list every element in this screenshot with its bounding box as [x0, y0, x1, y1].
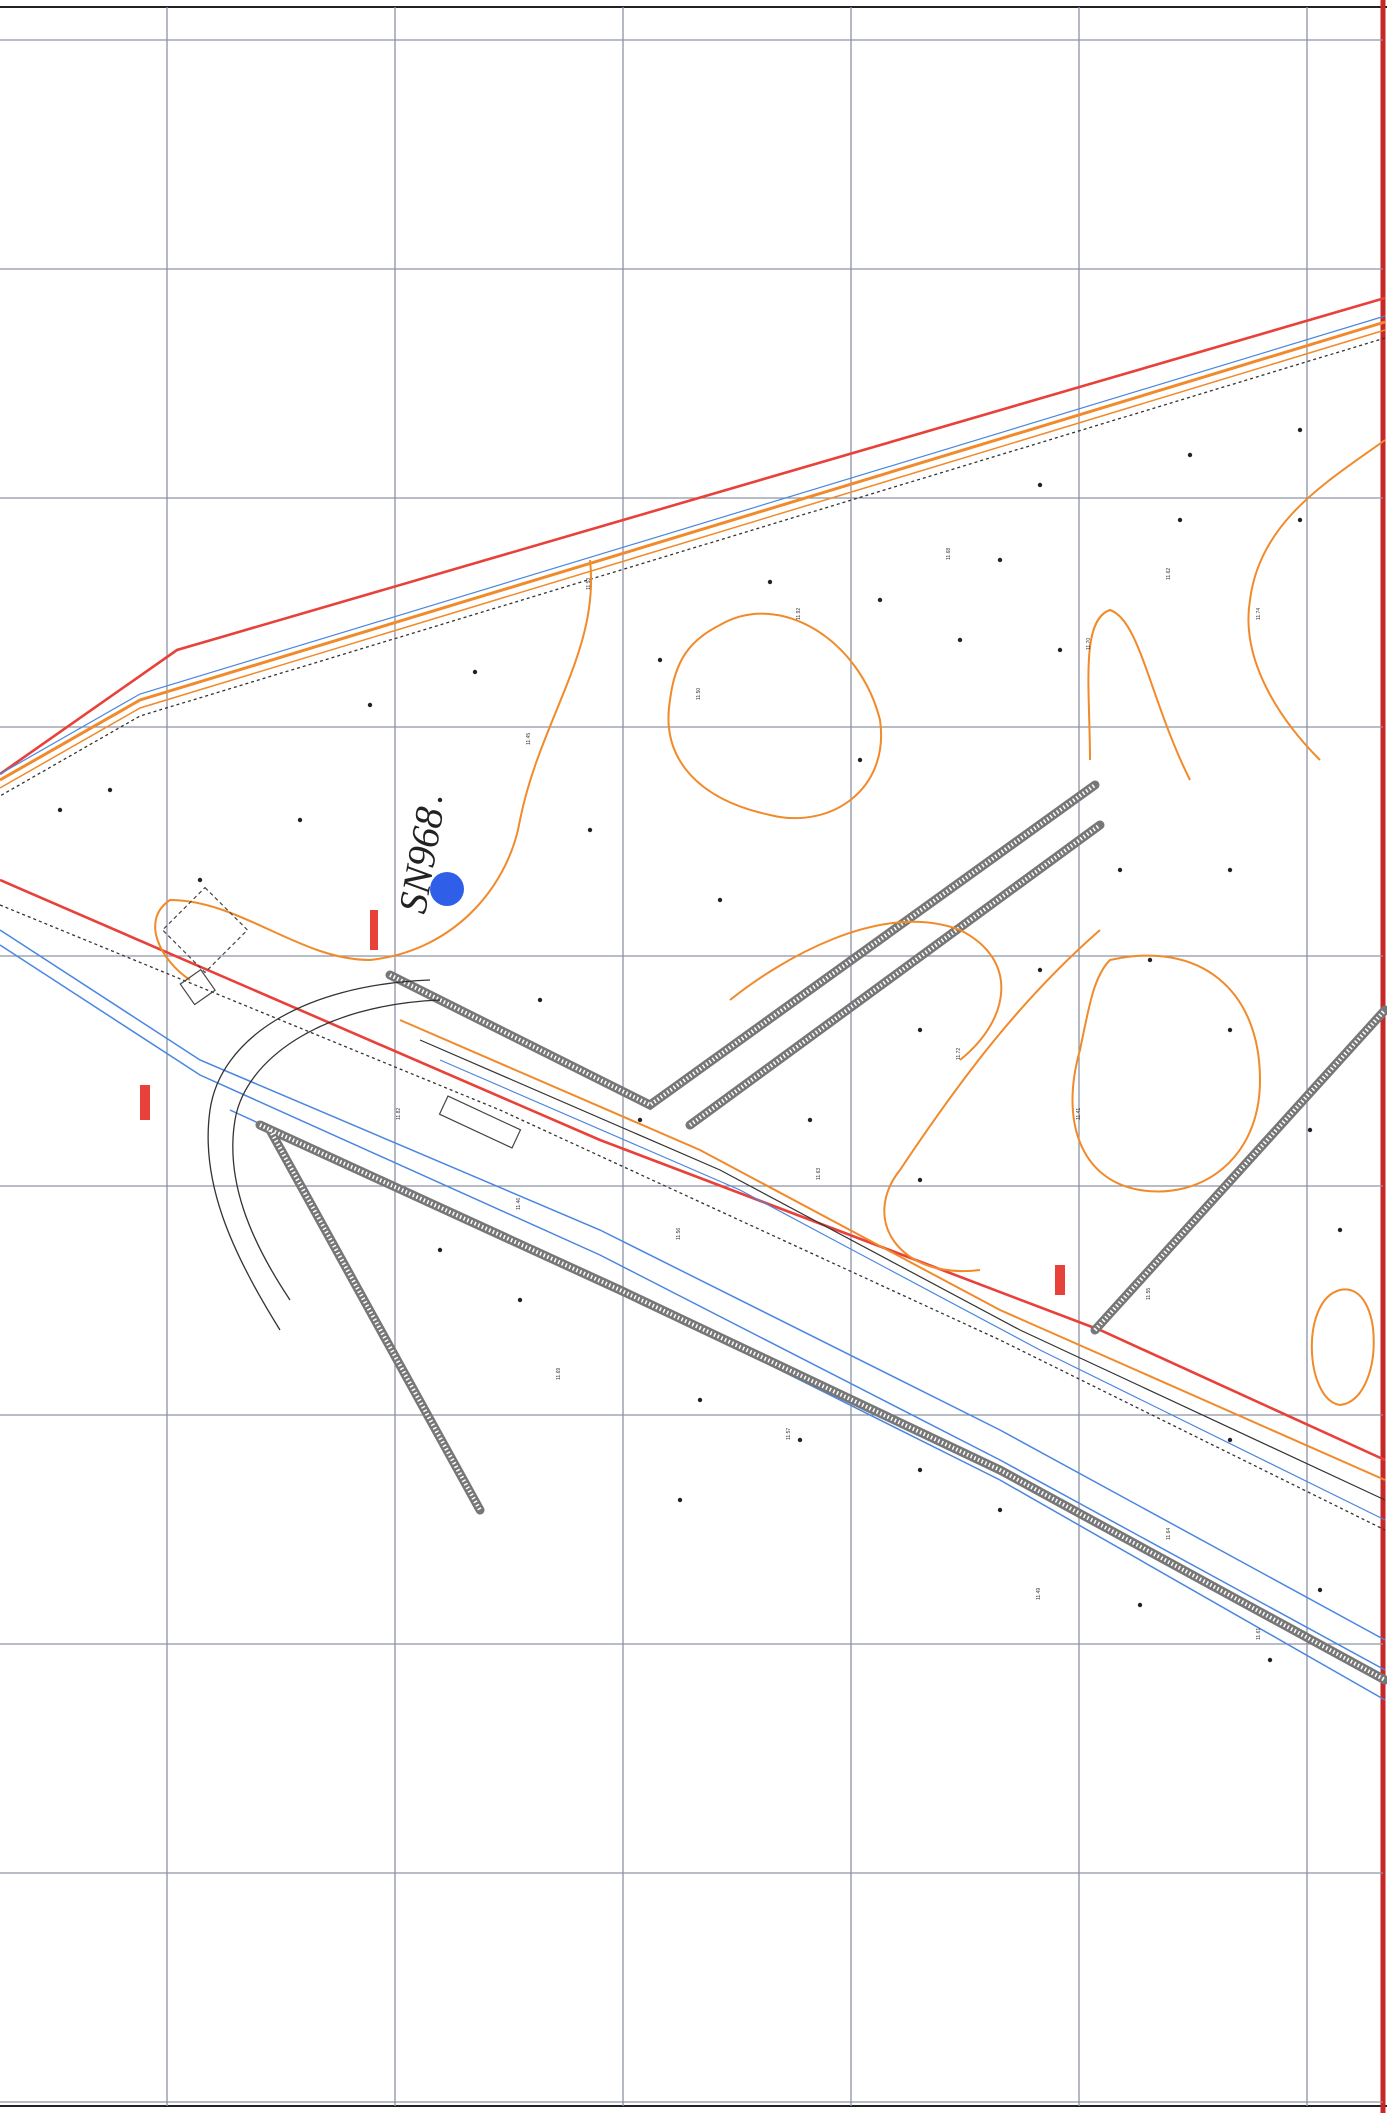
access-road [207, 979, 441, 1331]
elevation-label: 11.82 [396, 1108, 402, 1120]
spot-height-dot [797, 1437, 803, 1443]
survey-marks [140, 910, 1065, 1295]
elevation-label: 11.49 [1036, 1588, 1042, 1600]
spot-height-dot [1187, 452, 1193, 458]
spot-height-dot [57, 807, 63, 813]
main-road [0, 904, 1386, 1531]
spot-height-dot [637, 1117, 643, 1123]
spot-height-dot [1317, 1587, 1323, 1593]
spot-height-dot [917, 1177, 923, 1183]
spot-height-dot [917, 1027, 923, 1033]
spot-height-dot [1147, 957, 1153, 963]
elevation-label: 11.56 [676, 1228, 682, 1240]
spot-height-dot [1037, 482, 1043, 488]
elevation-label: 11.63 [816, 1168, 822, 1180]
spot-height-dot [677, 1497, 683, 1503]
spot-height-dot [1117, 867, 1123, 873]
elevation-label: 11.68 [946, 548, 952, 560]
spot-heights [57, 427, 1343, 1663]
spot-height-dot [997, 1507, 1003, 1513]
upper-road [0, 315, 1386, 797]
spot-height-dot [1227, 1027, 1233, 1033]
elevation-label: 11.62 [1166, 568, 1172, 580]
spot-height-dot [857, 757, 863, 763]
spot-height-dot [697, 1397, 703, 1403]
elevation-label: 11.61 [1256, 1628, 1262, 1640]
spot-height-dot [107, 787, 113, 793]
blue-dot-icon [430, 872, 464, 906]
embankment-hatching [259, 783, 1387, 1682]
spot-height-dot [657, 657, 663, 663]
spot-height-dot [1037, 967, 1043, 973]
spot-height-dot [1057, 647, 1063, 653]
property-boundary [0, 296, 1386, 1462]
spot-height-dot [957, 637, 963, 643]
spot-height-dot [587, 827, 593, 833]
elevation-label: 11.72 [956, 1048, 962, 1060]
spot-height-dot [1337, 1227, 1343, 1233]
spot-height-dot [537, 997, 543, 1003]
structure [161, 886, 522, 1149]
spot-height-dot [1137, 1602, 1143, 1608]
elevation-label: 11.46 [516, 1198, 522, 1210]
spot-height-dot [367, 702, 373, 708]
spot-height-dot [1297, 517, 1303, 523]
elevation-label: 11.64 [1166, 1528, 1172, 1540]
spot-height-dot [997, 557, 1003, 563]
elevation-label: 11.45 [526, 733, 532, 745]
spot-height-dot [1297, 427, 1303, 433]
elevation-label: 11.53 [586, 578, 592, 590]
spot-height-dot [717, 897, 723, 903]
elevation-label: 11.50 [696, 688, 702, 700]
spot-height-dot [807, 1117, 813, 1123]
spot-height-dot [517, 1297, 523, 1303]
elevation-label: 11.57 [786, 1428, 792, 1440]
spot-height-dot [877, 597, 883, 603]
elevation-label: 11.70 [1086, 638, 1092, 650]
spot-height-dot [1227, 867, 1233, 873]
elevation-label: 11.41 [1076, 1108, 1082, 1120]
elevation-label: 11.74 [1256, 608, 1262, 620]
spot-height-dot [472, 669, 478, 675]
spot-height-dot [437, 797, 443, 803]
spot-height-dot [297, 817, 303, 823]
elevation-labels: 11.45 11.53 11.50 11.92 11.68 11.70 11.62 11.74… [396, 548, 1262, 1640]
elevation-label: 11.55 [1146, 1288, 1152, 1300]
spot-height-dot [1177, 517, 1183, 523]
spot-height-dot [1267, 1657, 1273, 1663]
elevation-label: 11.69 [556, 1368, 562, 1380]
spot-height-dot [1307, 1127, 1313, 1133]
spot-height-dot [917, 1467, 923, 1473]
spot-height-dot [437, 1247, 443, 1253]
spot-height-dot [767, 579, 773, 585]
elevation-label: 11.92 [796, 608, 802, 620]
spot-height-dot [1227, 1437, 1233, 1443]
spot-height-dot [197, 877, 203, 883]
contour-lines [154, 439, 1386, 1407]
